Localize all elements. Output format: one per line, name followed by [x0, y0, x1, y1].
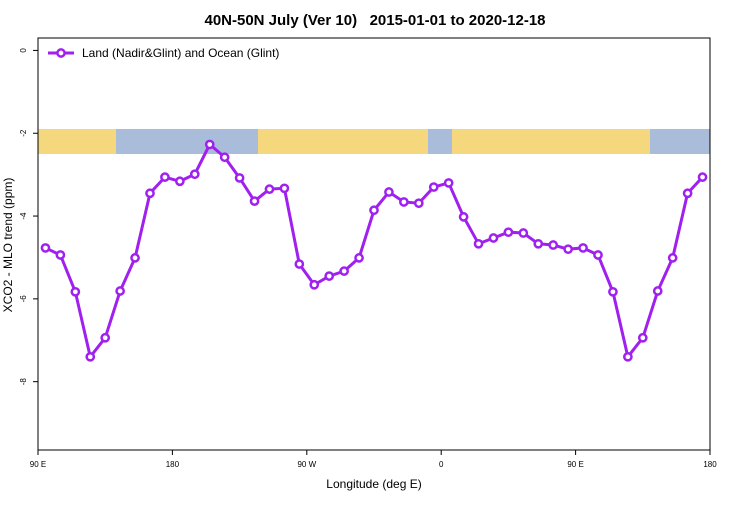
y-tick-label: -2 [19, 129, 28, 137]
map-strip [38, 129, 710, 154]
data-point [175, 176, 185, 187]
data-point [518, 228, 529, 238]
data-point [473, 238, 484, 249]
data-point [533, 238, 544, 249]
x-tick-label: 90 E [567, 460, 583, 469]
legend-marker [56, 48, 66, 58]
data-point [413, 198, 424, 209]
data-point [697, 172, 708, 182]
x-tick-label: 0 [439, 460, 444, 469]
x-tick-label: 180 [703, 460, 717, 469]
legend-label: Land (Nadir&Glint) and Ocean (Glint) [82, 46, 279, 60]
data-point [458, 212, 469, 222]
data-point [324, 271, 335, 281]
data-point [249, 196, 260, 206]
data-point [234, 173, 245, 183]
x-tick-label: 90 E [30, 460, 46, 469]
chart-title: 40N-50N July (Ver 10) 2015-01-01 to 2020… [204, 12, 545, 29]
data-point [488, 233, 499, 243]
data-point [593, 250, 603, 260]
data-point [160, 172, 170, 182]
data-point [204, 139, 215, 150]
data-point [563, 244, 573, 255]
data-point [40, 243, 51, 253]
y-tick-label: -4 [19, 212, 28, 220]
x-tick-label: 180 [166, 460, 180, 469]
data-point [503, 227, 514, 238]
y-tick-label: 0 [19, 48, 28, 53]
data-point [369, 205, 379, 216]
data-point [652, 286, 663, 296]
data-point [85, 351, 96, 362]
data-point [428, 182, 439, 192]
data-point [55, 250, 66, 260]
data-point [145, 188, 155, 199]
data-point [548, 240, 559, 250]
data-point [608, 286, 618, 297]
data-point [70, 286, 81, 297]
data-point [279, 183, 290, 194]
data-point [264, 184, 275, 194]
data-point [189, 169, 200, 180]
data-point [354, 253, 364, 263]
data-point [682, 188, 693, 199]
data-point [384, 187, 394, 197]
y-axis-title: XCO2 - MLO trend (ppm) [1, 178, 15, 313]
x-tick-label: 90 W [297, 460, 316, 469]
land [452, 129, 650, 154]
y-tick-label: -6 [19, 295, 28, 303]
series-line [44, 142, 704, 361]
data-point [667, 253, 678, 263]
data-point [100, 332, 111, 343]
data-point [578, 243, 588, 253]
land [258, 129, 428, 154]
data-point [130, 253, 140, 263]
data-point [443, 178, 454, 188]
x-axis-title: Longitude (deg E) [326, 477, 421, 491]
land [38, 129, 116, 154]
data-point [115, 286, 125, 296]
plot-frame [37, 37, 711, 451]
data-point [399, 197, 409, 207]
y-tick-label: -8 [19, 378, 28, 386]
data-point [294, 259, 305, 269]
data-point [339, 266, 349, 276]
data-point [623, 351, 633, 362]
data-point [637, 332, 648, 343]
data-point [219, 152, 230, 163]
data-point [309, 279, 320, 290]
